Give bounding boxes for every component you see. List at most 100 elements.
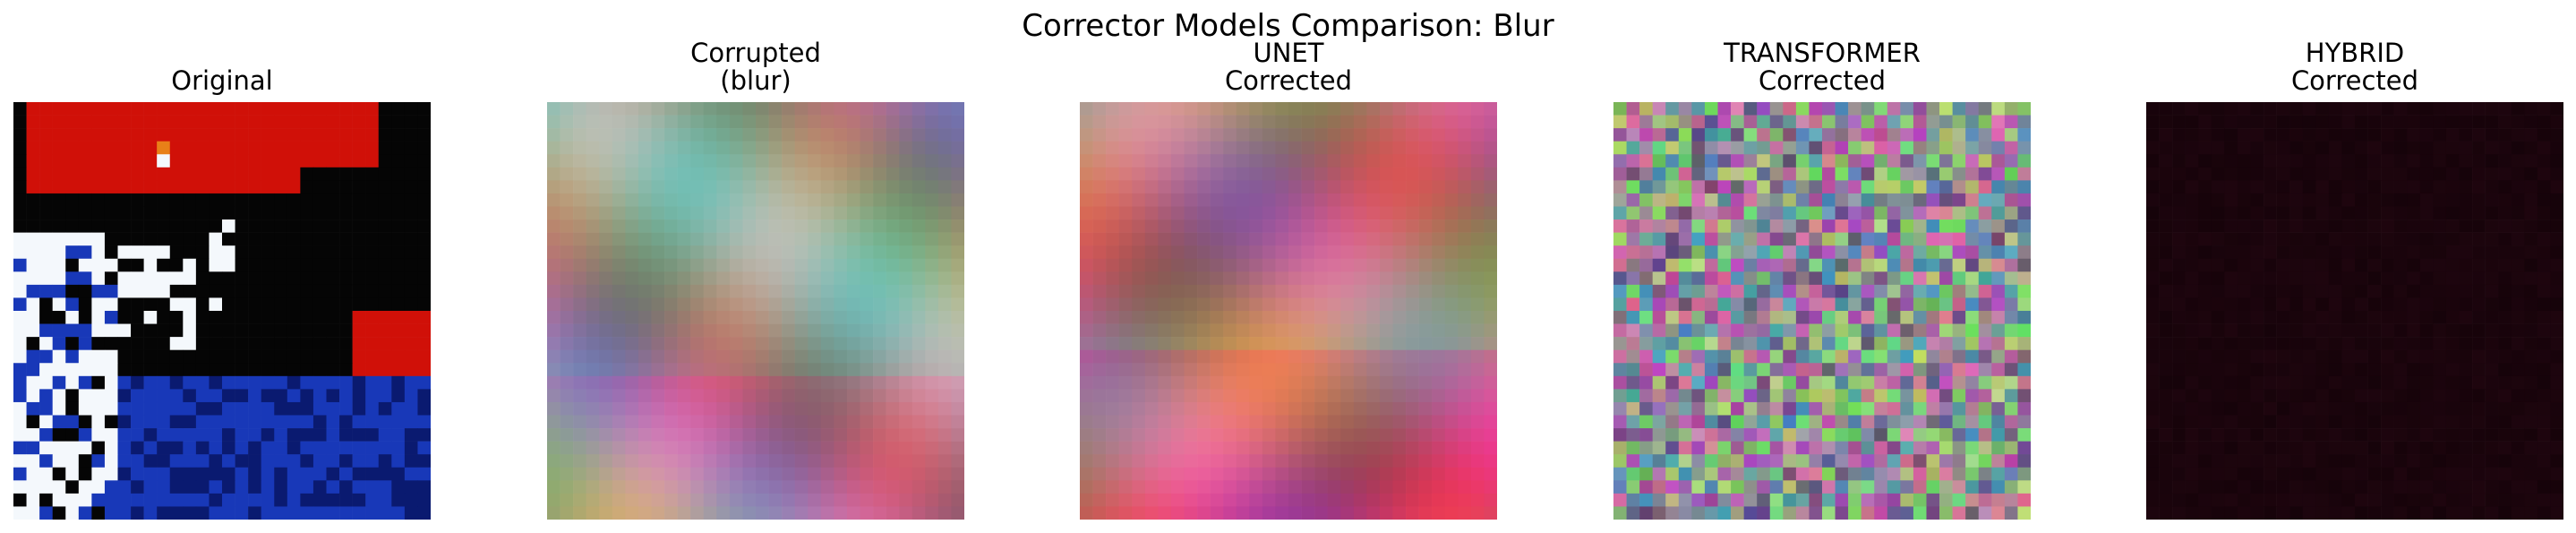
original-image-pixel <box>209 323 223 338</box>
hybrid-corrected-image-pixel <box>2433 311 2447 324</box>
hybrid-corrected-image-pixel <box>2393 389 2408 403</box>
transformer-corrected-image-pixel <box>1874 480 1888 494</box>
transformer-corrected-image-pixel <box>1757 193 1771 207</box>
unet-corrected-image-pixel <box>1301 167 1315 181</box>
transformer-corrected-image-pixel <box>2017 102 2031 116</box>
original-image-pixel <box>235 415 249 429</box>
original-image-pixel <box>169 467 184 481</box>
corrupted-image-pixel <box>703 401 717 416</box>
original-image-pixel <box>91 206 106 220</box>
transformer-corrected-image-pixel <box>1757 375 1771 390</box>
unet-corrected-image-pixel <box>1379 415 1393 429</box>
transformer-corrected-image-pixel <box>1939 115 1953 129</box>
corrupted-image-pixel <box>612 180 626 194</box>
original-image-pixel <box>248 258 261 272</box>
corrupted-image-pixel <box>560 401 574 416</box>
corrupted-image-pixel <box>677 271 691 286</box>
transformer-corrected-image-pixel <box>1822 141 1836 155</box>
original-image-pixel <box>222 193 235 207</box>
corrupted-image-pixel <box>690 232 705 246</box>
original-image-pixel <box>131 493 144 507</box>
transformer-corrected-image-pixel <box>1848 206 1861 220</box>
unet-corrected-image-pixel <box>1249 232 1263 246</box>
unet-corrected-image-pixel <box>1236 349 1250 364</box>
original-image-pixel <box>404 245 418 260</box>
unet-corrected-image-pixel <box>1184 297 1198 312</box>
transformer-corrected-image-pixel <box>1809 219 1823 233</box>
original-image-pixel <box>157 128 171 142</box>
hybrid-corrected-image-pixel <box>2328 245 2342 260</box>
hybrid-corrected-image-pixel <box>2276 219 2290 233</box>
transformer-corrected-image-pixel <box>1704 284 1718 298</box>
corrupted-image-pixel <box>911 102 926 116</box>
hybrid-corrected-image-pixel <box>2289 219 2304 233</box>
unet-corrected-image-pixel <box>1080 245 1093 260</box>
transformer-corrected-image-pixel <box>1978 193 1992 207</box>
hybrid-corrected-image-pixel <box>2445 219 2460 233</box>
unet-corrected-image-pixel <box>1080 232 1093 246</box>
transformer-corrected-image-pixel <box>1613 141 1627 155</box>
corrupted-image-pixel <box>599 102 613 116</box>
corrupted-image-pixel <box>716 167 731 181</box>
original-image-pixel <box>235 363 249 377</box>
transformer-corrected-image-pixel <box>1835 375 1849 390</box>
transformer-corrected-image-pixel <box>1769 141 1784 155</box>
corrupted-image-pixel <box>951 115 964 129</box>
unet-corrected-image-pixel <box>1288 284 1302 298</box>
hybrid-corrected-image-pixel <box>2485 337 2499 350</box>
transformer-corrected-image-pixel <box>2004 206 2018 220</box>
unet-corrected-image-pixel <box>1223 102 1237 116</box>
unet-corrected-image-pixel <box>1418 258 1433 272</box>
corrupted-image-pixel <box>911 389 926 403</box>
original-image-pixel <box>169 141 184 155</box>
original-image-pixel <box>391 297 406 312</box>
corrupted-image-pixel <box>573 154 586 168</box>
unet-corrected-image-pixel <box>1197 375 1211 390</box>
corrupted-image-pixel <box>846 232 860 246</box>
transformer-corrected-image-pixel <box>1704 337 1718 350</box>
hybrid-corrected-image-pixel <box>2433 389 2447 403</box>
corrupted-image-pixel <box>638 297 652 312</box>
hybrid-corrected-image-pixel <box>2485 415 2499 429</box>
corrupted-image-pixel <box>638 506 652 520</box>
unet-corrected-image-pixel <box>1210 115 1224 129</box>
original-image-pixel <box>352 467 366 481</box>
unet-corrected-image-pixel <box>1132 193 1146 207</box>
hybrid-corrected-image-pixel <box>2211 415 2225 429</box>
hybrid-corrected-image-pixel <box>2498 297 2512 312</box>
corrupted-image-pixel <box>886 167 900 181</box>
transformer-corrected-image-pixel <box>1665 193 1680 207</box>
transformer-corrected-image-pixel <box>1874 363 1888 377</box>
hybrid-corrected-image-pixel <box>2237 258 2251 272</box>
corrupted-image-pixel <box>664 128 678 142</box>
hybrid-corrected-image-pixel <box>2237 428 2251 442</box>
transformer-corrected-image-pixel <box>1874 128 1888 142</box>
original-image-pixel <box>378 102 392 116</box>
transformer-corrected-image-pixel <box>1900 219 1914 233</box>
original-image-pixel <box>104 128 118 142</box>
unet-corrected-image-pixel <box>1353 441 1367 455</box>
unet-corrected-image-pixel <box>1418 506 1433 520</box>
corrupted-image-pixel <box>690 271 705 286</box>
hybrid-corrected-image-pixel <box>2381 258 2394 272</box>
unet-corrected-image-pixel <box>1249 493 1263 507</box>
hybrid-corrected-image-pixel <box>2485 441 2499 455</box>
transformer-corrected-image-pixel <box>1691 441 1706 455</box>
original-image-pixel <box>391 375 406 390</box>
hybrid-corrected-image-pixel <box>2211 180 2225 194</box>
original-image-pixel <box>312 115 327 129</box>
unet-corrected-image-pixel <box>1301 349 1315 364</box>
unet-corrected-image-pixel <box>1106 493 1119 507</box>
unet-corrected-image-pixel <box>1432 245 1446 260</box>
transformer-corrected-image-pixel <box>1652 219 1666 233</box>
original-image-pixel <box>261 349 275 364</box>
transformer-corrected-image-pixel <box>1757 206 1771 220</box>
hybrid-corrected-image-pixel <box>2264 128 2277 142</box>
original-image-pixel <box>131 297 144 312</box>
unet-corrected-image-pixel <box>1118 141 1133 155</box>
corrupted-image-pixel <box>612 311 626 324</box>
unet-corrected-image-pixel <box>1170 102 1185 116</box>
corrupted-image-pixel <box>820 284 834 298</box>
transformer-corrected-image-pixel <box>1613 467 1627 481</box>
corrupted-image-pixel <box>690 297 705 312</box>
